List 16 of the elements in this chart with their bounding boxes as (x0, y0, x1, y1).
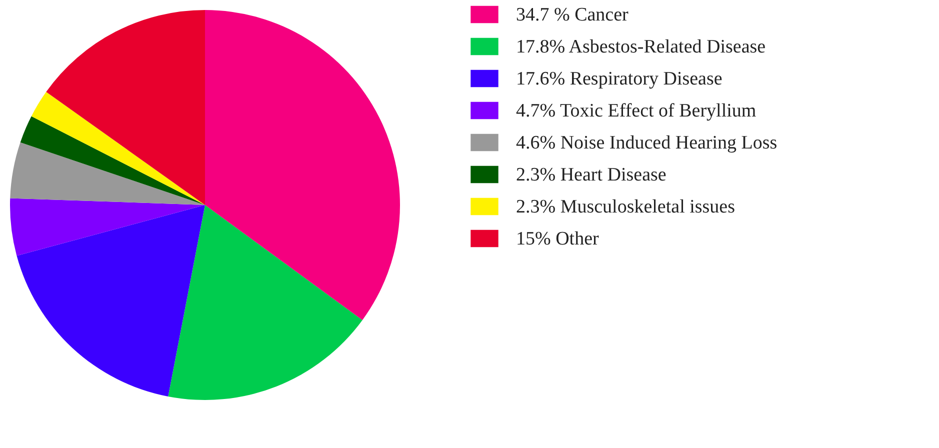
legend-label: 2.3% Heart Disease (516, 164, 666, 186)
legend-label: 34.7 % Cancer (516, 4, 630, 26)
pie-slice (46, 10, 205, 205)
legend-label: 4.6% Noise Induced Hearing Loss (516, 132, 778, 154)
legend-label: 4.7% Toxic Effect of Beryllium (516, 100, 756, 122)
pie-slice (31, 92, 205, 205)
legend-label: 17.8% Asbestos-Related Disease (516, 36, 766, 58)
pie-slice (168, 205, 362, 400)
pie-slice (205, 10, 400, 320)
legend-label: 17.6% Respiratory Disease (516, 68, 722, 90)
legend-label: 2.3% Musculoskeletal issues (516, 196, 736, 218)
pie-slice (20, 116, 205, 205)
pie-slice (16, 205, 205, 396)
legend-label: 15% Other (516, 228, 600, 250)
pie-slice (10, 198, 205, 256)
pie-slice (10, 142, 205, 205)
